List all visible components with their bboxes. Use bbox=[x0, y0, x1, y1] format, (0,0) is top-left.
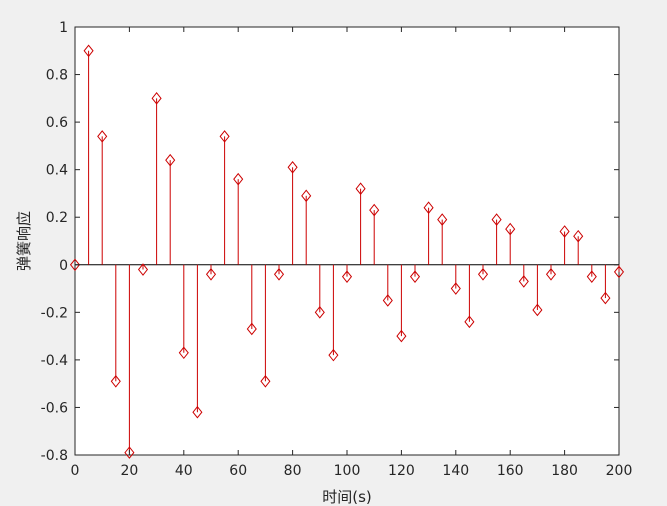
stem-marker bbox=[246, 322, 257, 336]
stem-marker bbox=[573, 229, 584, 243]
x-tick-label: 100 bbox=[334, 463, 361, 479]
x-axis-label: 时间(s) bbox=[322, 488, 372, 506]
y-tick-label: 0.2 bbox=[46, 210, 68, 226]
stem-series bbox=[69, 44, 625, 459]
stem-marker bbox=[69, 258, 81, 272]
y-tick-label: -0.6 bbox=[41, 400, 68, 416]
stem-marker bbox=[382, 294, 393, 307]
stem-marker bbox=[341, 270, 353, 283]
stem-marker bbox=[491, 213, 502, 226]
stem-marker bbox=[369, 203, 380, 217]
x-tick-label: 20 bbox=[120, 463, 138, 479]
stem-marker bbox=[396, 329, 407, 343]
stem-marker bbox=[409, 270, 421, 283]
stem-marker bbox=[233, 172, 244, 186]
y-tick-label: 0.4 bbox=[46, 163, 68, 179]
y-tick-label: -0.4 bbox=[41, 353, 68, 369]
stem-marker bbox=[260, 374, 271, 388]
stem-marker bbox=[613, 265, 625, 279]
stem-marker bbox=[545, 267, 557, 281]
stem-marker bbox=[559, 225, 570, 238]
x-tick-label: 40 bbox=[175, 463, 193, 479]
stem-marker bbox=[273, 267, 285, 281]
stem-marker bbox=[205, 267, 217, 281]
y-tick-label: 0 bbox=[59, 258, 68, 274]
y-axis-ticks: -0.8 -0.6 -0.4 -0.2 0 0.2 0.4 0.6 0.8 1 bbox=[41, 20, 619, 464]
x-tick-label: 200 bbox=[606, 463, 633, 479]
stem-marker bbox=[137, 263, 149, 276]
stem-marker bbox=[518, 275, 529, 288]
stem-marker bbox=[600, 291, 611, 305]
y-tick-label: 0.8 bbox=[46, 68, 68, 84]
stem-marker bbox=[355, 182, 366, 195]
stem-marker bbox=[464, 315, 475, 329]
stem-marker bbox=[219, 130, 230, 143]
x-tick-label: 0 bbox=[71, 463, 80, 479]
y-tick-label: 0.6 bbox=[46, 115, 68, 131]
x-axis-ticks: 0 20 40 60 80 100 120 140 160 180 200 bbox=[71, 27, 633, 479]
y-tick-label: -0.8 bbox=[41, 448, 68, 464]
stem-marker bbox=[151, 92, 162, 105]
stem-marker bbox=[110, 374, 121, 388]
y-axis-label: 弹簧响应 bbox=[15, 211, 33, 271]
stem-marker bbox=[165, 153, 176, 167]
plot-area bbox=[74, 26, 620, 456]
x-tick-label: 80 bbox=[284, 463, 302, 479]
x-tick-label: 60 bbox=[229, 463, 247, 479]
y-tick-label: 1 bbox=[59, 20, 68, 36]
x-tick-label: 140 bbox=[442, 463, 469, 479]
stem-marker bbox=[314, 306, 325, 319]
x-tick-label: 160 bbox=[497, 463, 524, 479]
stem-marker bbox=[328, 348, 339, 362]
stem-marker bbox=[124, 446, 135, 459]
stem-marker bbox=[477, 267, 489, 281]
stem-marker bbox=[178, 346, 189, 360]
stem-marker bbox=[586, 270, 597, 283]
y-tick-label: -0.2 bbox=[41, 305, 68, 321]
stem-marker bbox=[505, 222, 516, 236]
stem-marker bbox=[437, 213, 448, 226]
stem-marker bbox=[423, 201, 434, 215]
stem-marker bbox=[97, 130, 108, 143]
stem-marker bbox=[450, 282, 461, 295]
stem-marker bbox=[532, 303, 543, 317]
x-tick-label: 120 bbox=[388, 463, 415, 479]
stem-marker bbox=[287, 160, 298, 174]
stem-marker bbox=[192, 405, 203, 419]
x-tick-label: 180 bbox=[551, 463, 578, 479]
stem-marker bbox=[83, 44, 94, 58]
stem-marker bbox=[301, 189, 312, 203]
